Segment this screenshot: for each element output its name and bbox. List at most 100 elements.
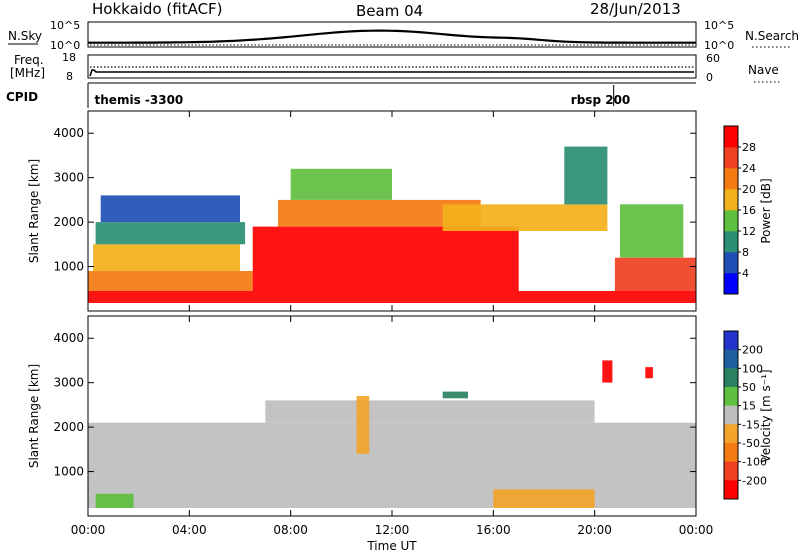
nave-tick-bottom: 0 [706,71,713,84]
power-cbar-swatch-7 [724,126,738,148]
velocity-cbar-swatch-1 [724,349,738,369]
power-colorbar: 4 8 12 16 20 24 28 [723,125,756,295]
power-heat-region-0 [88,291,696,303]
cpid-marker-1: rbsp 200 [571,93,630,107]
power-y-axis-label: Slant Range [km] [27,159,41,263]
velocity-cbar-swatch-4 [724,405,738,425]
power-heatmap [88,146,696,303]
velocity-cbar-swatch-7 [724,461,738,481]
x-tick-label-4: 16:00 [476,523,511,537]
power-cbar-label-2: 12 [742,225,756,238]
velocity-cbar-swatch-8 [724,480,738,500]
velocity-cbar-swatch-0 [724,331,738,350]
power-heat-region-10 [614,257,696,291]
nsky-panel-frame [87,21,697,48]
velocity-y-axis: 1000 2000 3000 4000 [53,331,696,479]
nsearch-tick-bottom: 10^0 [704,39,734,52]
nsky-tick-top: 10^5 [50,19,80,32]
vel-heat-region-6 [645,367,653,379]
x-tick-label-5: 20:00 [577,523,612,537]
nsearch-tick-top: 10^5 [704,19,734,32]
vel-heat-region-1 [265,400,595,423]
power-cbar-label-4: 20 [742,183,756,196]
x-tick-label-2: 08:00 [273,523,308,537]
x-tick-label-3: 12:00 [375,523,410,537]
velocity-heatmap [88,360,696,508]
x-axis: 00:00 04:00 08:00 12:00 16:00 20:00 00:00 [71,111,714,537]
x-tick-label-6: 00:00 [679,523,714,537]
freq-label-line1: Freq. [14,53,44,67]
velocity-cbar-label-1: 100 [742,362,763,375]
nsearch-label: N.Search [745,29,799,43]
freq-label-line2: [MHz] [10,66,45,80]
nsky-tick-bottom: 10^0 [50,39,80,52]
power-cbar-label-5: 24 [742,162,756,175]
velocity-cbar-swatch-5 [724,424,738,444]
power-yticks-label-2: 3000 [53,171,84,185]
nave-tick-top: 60 [706,52,720,65]
velocity-cbar-label-7: -200 [742,474,767,487]
power-cbar-swatch-1 [724,252,738,274]
vel-yticks-label-0: 1000 [53,465,84,479]
velocity-cbar-frame [723,330,739,500]
velocity-cbar-label-0: 200 [742,344,763,357]
power-heat-region-11 [620,204,684,258]
power-cbar-label-6: 28 [742,141,756,154]
nsky-label: N.Sky [8,29,42,43]
power-cbar-swatch-0 [724,273,738,295]
power-cbar-label-0: 4 [742,267,749,280]
velocity-cbar-swatch-6 [724,443,738,462]
power-yticks-label-0: 1000 [53,260,84,274]
velocity-cbar-swatch-3 [724,387,738,406]
vel-heat-region-0 [88,422,696,508]
cpid-markers: themis -3300 rbsp 200 [95,85,630,107]
freq-tick-bottom: 8 [66,70,73,83]
velocity-colorbar-label: Velocity [m s⁻¹] [759,369,773,462]
power-heat-region-5 [252,226,519,291]
x-tick-label-1: 04:00 [172,523,207,537]
vel-yticks-label-2: 3000 [53,376,84,390]
power-heat-region-2 [93,244,240,271]
nsky-trace [88,29,696,46]
power-heat-region-7 [290,168,392,200]
cpid-marker-0: themis -3300 [95,93,184,107]
nave-label: Nave [748,63,779,77]
velocity-colorbar: 200 100 50 15 -15 -50 -100 -200 [723,330,767,500]
vel-heat-region-4 [493,489,595,508]
cpid-label: CPID [6,90,38,104]
velocity-cbar-label-2: 50 [742,381,756,394]
power-heat-region-3 [95,222,246,245]
power-cbar-label-1: 8 [742,246,749,259]
power-y-axis: 1000 2000 3000 4000 [53,126,696,274]
date-title: 28/Jun/2013 [590,0,681,18]
velocity-cbar-label-4: -15 [742,418,760,431]
station-title: Hokkaido (fitACF) [92,0,223,18]
power-cbar-swatch-6 [724,147,738,169]
power-yticks-label-1: 2000 [53,215,84,229]
vel-yticks-label-1: 2000 [53,420,84,434]
velocity-cbar-label-5: -50 [742,437,760,450]
power-cbar-swatch-2 [724,231,738,253]
power-heat-region-4 [100,195,240,223]
power-heat-region-8 [442,204,608,231]
x-tick-label-0: 00:00 [71,523,106,537]
power-cbar-swatch-3 [724,210,738,232]
vel-heat-region-2 [356,396,370,454]
vel-heat-region-3 [95,493,134,508]
nsky-curve [88,29,696,44]
power-cbar-label-3: 16 [742,204,756,217]
power-heat-region-9 [564,146,608,205]
velocity-y-axis-label: Slant Range [km] [27,364,41,468]
x-axis-label: Time UT [366,539,417,553]
velocity-cbar-swatch-2 [724,368,738,388]
velocity-cbar-label-6: -100 [742,456,767,469]
power-cbar-swatch-4 [724,189,738,211]
power-yticks-label-3: 4000 [53,126,84,140]
vel-heat-region-7 [442,391,468,399]
vel-yticks-label-3: 4000 [53,331,84,345]
beam-title: Beam 04 [356,2,423,20]
velocity-cbar-label-3: 15 [742,400,756,413]
power-heat-region-1 [88,271,253,291]
freq-panel-frame [87,54,697,79]
